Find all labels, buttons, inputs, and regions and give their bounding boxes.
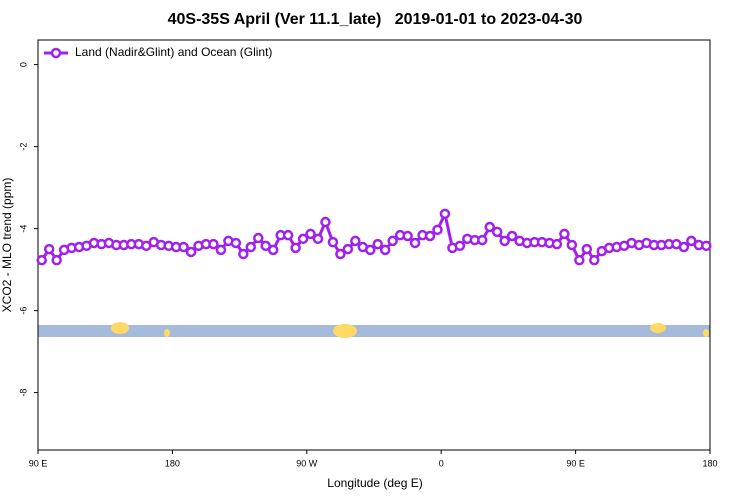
point bbox=[484, 221, 495, 233]
point bbox=[574, 254, 585, 266]
point bbox=[282, 229, 294, 241]
point bbox=[701, 240, 712, 252]
legend-label: Land (Nadir&Glint) and Ocean (Glint) bbox=[75, 45, 272, 59]
point bbox=[342, 243, 354, 255]
point bbox=[350, 235, 361, 247]
y-tick-label: -8 bbox=[18, 389, 28, 397]
y-tick-label: -6 bbox=[18, 307, 28, 315]
point bbox=[51, 254, 62, 266]
point bbox=[409, 237, 421, 249]
y-tick-label: -2 bbox=[18, 143, 28, 151]
point bbox=[215, 244, 227, 256]
point bbox=[559, 228, 570, 240]
point bbox=[402, 230, 413, 242]
x-tick-label: 90 E bbox=[29, 458, 48, 468]
chart-title: 40S-35S April (Ver 11.1_late) 2019-01-01… bbox=[168, 11, 583, 28]
ocean-strip bbox=[38, 325, 710, 337]
point bbox=[499, 235, 510, 247]
point bbox=[365, 244, 376, 256]
point bbox=[566, 239, 578, 251]
point bbox=[253, 232, 264, 244]
x-tick-label: 0 bbox=[439, 458, 444, 468]
point bbox=[372, 238, 383, 250]
point bbox=[678, 241, 690, 253]
point bbox=[686, 235, 697, 247]
point bbox=[178, 241, 189, 253]
x-tick-label: 180 bbox=[165, 458, 180, 468]
land-blob bbox=[703, 329, 709, 337]
land-blob bbox=[164, 329, 170, 337]
point bbox=[297, 233, 309, 245]
x-tick-label: 90 E bbox=[566, 458, 585, 468]
point bbox=[290, 242, 301, 254]
point bbox=[312, 233, 324, 245]
point bbox=[208, 238, 219, 250]
point bbox=[379, 244, 391, 256]
point bbox=[320, 216, 331, 228]
point bbox=[439, 208, 451, 220]
land-blob bbox=[650, 323, 666, 333]
x-axis-label: Longitude (deg E) bbox=[327, 476, 422, 490]
point bbox=[36, 254, 47, 266]
point bbox=[260, 240, 271, 252]
land-blob bbox=[111, 322, 129, 334]
point bbox=[43, 243, 55, 255]
point bbox=[185, 246, 197, 258]
point bbox=[267, 244, 279, 256]
point bbox=[305, 228, 316, 240]
point bbox=[551, 238, 563, 250]
legend-marker bbox=[50, 47, 62, 59]
point bbox=[238, 248, 249, 260]
point bbox=[491, 226, 503, 238]
y-axis-label: XCO2 - MLO trend (ppm) bbox=[0, 178, 14, 313]
y-tick-label: -4 bbox=[18, 225, 28, 233]
point bbox=[432, 224, 443, 236]
point bbox=[335, 248, 346, 260]
point bbox=[424, 230, 436, 242]
x-tick-label: 180 bbox=[702, 458, 717, 468]
point bbox=[589, 254, 600, 266]
point bbox=[387, 235, 398, 247]
x-tick-label: 90 W bbox=[296, 458, 318, 468]
land-mask bbox=[38, 322, 710, 338]
point bbox=[581, 243, 593, 255]
point bbox=[327, 236, 339, 248]
point bbox=[245, 241, 257, 253]
y-tick-label: 0 bbox=[18, 62, 28, 67]
land-blob bbox=[333, 324, 357, 338]
point bbox=[477, 234, 488, 246]
point bbox=[506, 230, 518, 242]
point bbox=[454, 240, 466, 252]
point bbox=[230, 237, 242, 249]
